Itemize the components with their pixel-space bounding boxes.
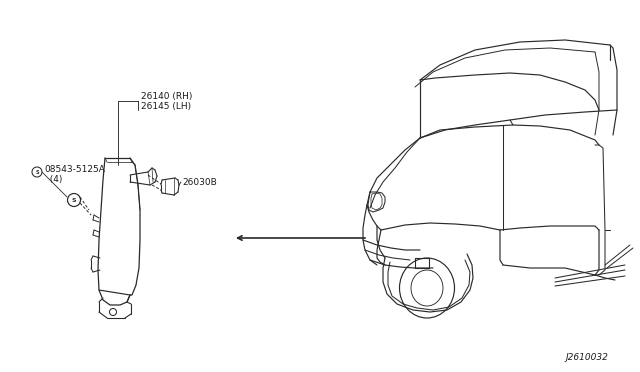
Text: 08543-5125A: 08543-5125A — [44, 164, 105, 173]
Text: J2610032: J2610032 — [565, 353, 608, 362]
Text: 26140 (RH): 26140 (RH) — [141, 92, 193, 100]
Text: S: S — [35, 170, 39, 174]
Text: 26030B: 26030B — [182, 177, 217, 186]
Text: (4): (4) — [44, 174, 62, 183]
Text: S: S — [72, 198, 76, 202]
Text: 26145 (LH): 26145 (LH) — [141, 102, 191, 110]
